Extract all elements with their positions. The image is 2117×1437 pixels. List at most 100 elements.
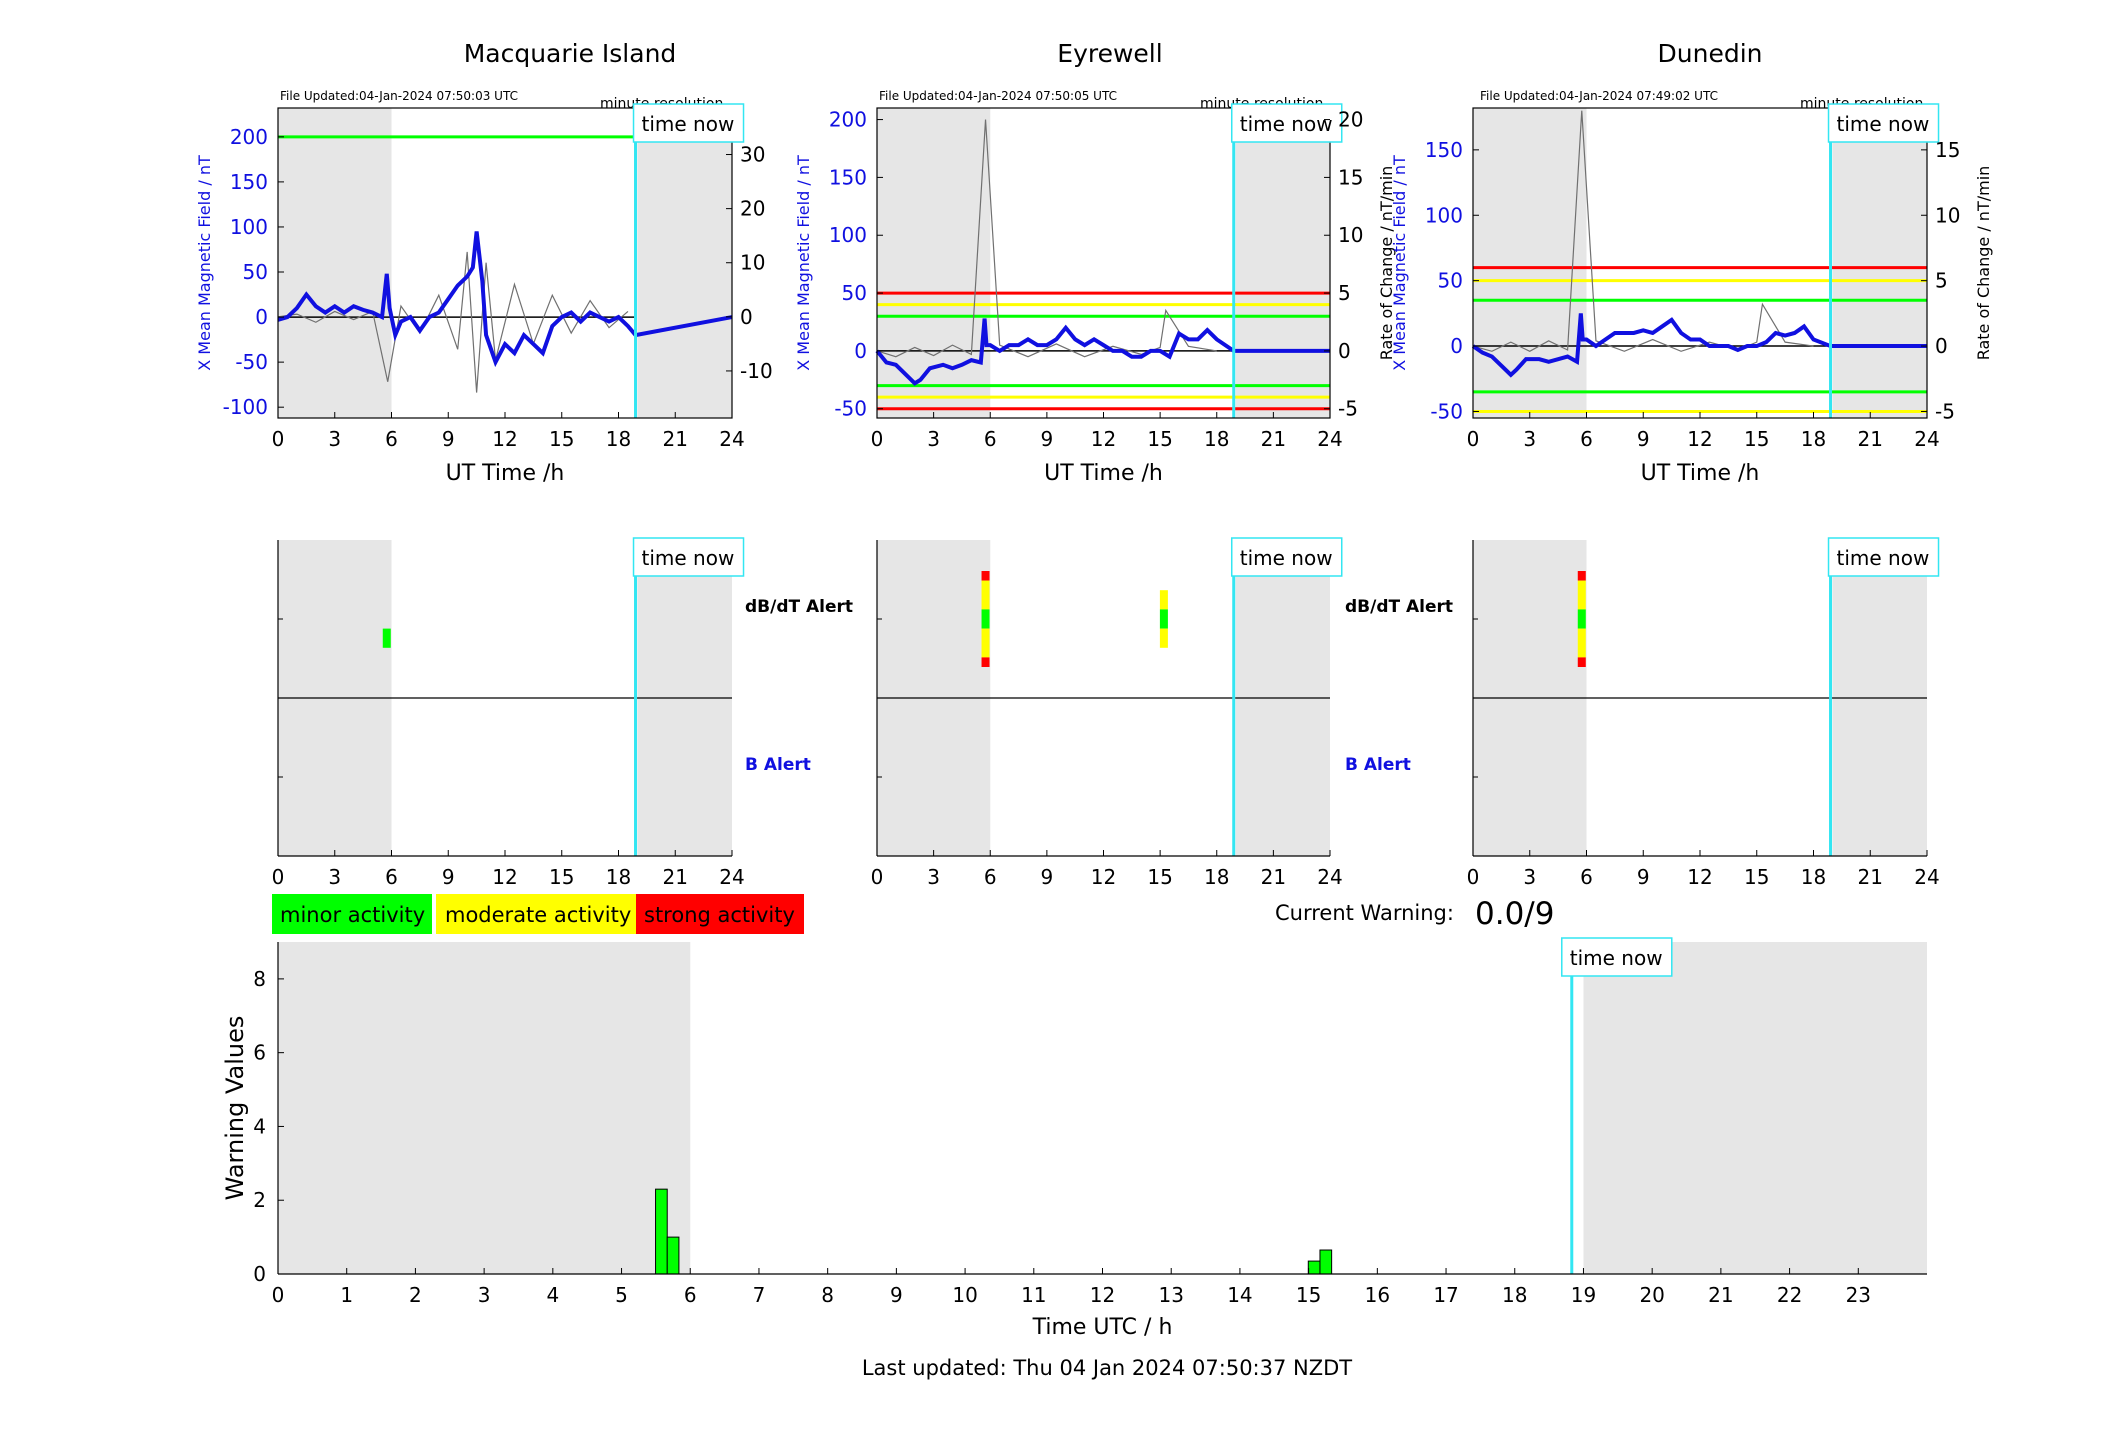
x-tick-label: 16 (1365, 1283, 1390, 1307)
rate-of-change-line (1472, 110, 1814, 352)
y-tick-label-right: 15 (1338, 165, 1363, 189)
rate-of-change-line (277, 251, 629, 393)
y-tick-label-left: 200 (230, 125, 268, 149)
x-axis-label: Time UTC / h (1032, 1315, 1173, 1340)
x-tick-label: 21 (1858, 427, 1883, 451)
time-now-label: time now (1240, 546, 1333, 570)
last-updated-footer: Last updated: Thu 04 Jan 2024 07:50:37 N… (862, 1356, 1352, 1380)
x-tick-label: 6 (1580, 865, 1593, 889)
alert-plot-2: time now 0 3 6 9 12 15 18 21 24 (1467, 537, 1940, 889)
night-shade (278, 942, 691, 1274)
y-tick-label: 6 (253, 1041, 266, 1065)
legend-strong-label: strong activity (644, 903, 795, 927)
y-tick-label-right: 20 (740, 197, 765, 221)
y-tick-label-left: 0 (255, 305, 268, 329)
x-tick-label: 9 (442, 865, 455, 889)
y-axis-label: Warning Values (221, 1016, 249, 1201)
x-tick-label: 15 (1147, 427, 1172, 451)
time-now-label: time now (1240, 112, 1333, 136)
x-axis-label: UT Time /h (1641, 461, 1760, 486)
x-tick-label: 21 (1261, 427, 1286, 451)
y-tick-label-right: 0 (740, 305, 753, 329)
x-tick-label: 3 (927, 427, 940, 451)
x-tick-label: 15 (1147, 865, 1172, 889)
x-tick-label: 0 (272, 1283, 285, 1307)
station-panel-1: Eyrewell File Updated:04-Jan-2024 07:50:… (879, 39, 1323, 112)
x-tick-label: 3 (328, 427, 341, 451)
x-tick-label: 0 (871, 427, 884, 451)
x-tick-label: 12 (1091, 865, 1116, 889)
time-now-label: time now (642, 112, 735, 136)
x-tick-label: 2 (409, 1283, 422, 1307)
y-tick-label-right: -10 (740, 359, 773, 383)
station-title: Eyrewell (1057, 39, 1162, 68)
dbdt-alert-label: dB/dT Alert (745, 597, 853, 617)
legend-strong-swatch (636, 894, 804, 934)
legend-minor-swatch (272, 894, 432, 934)
x-tick-label: 6 (984, 865, 997, 889)
y-axis-label-left: X Mean Magnetic Field / nT (195, 155, 214, 371)
alert-labels: dB/dT Alert B Alert dB/dT Alert B Alert (745, 597, 1453, 775)
y-tick-label-left: -50 (834, 397, 867, 421)
x-tick-label: 18 (1801, 865, 1826, 889)
x-tick-label: 0 (1467, 865, 1480, 889)
x-tick-label: 12 (1090, 1283, 1115, 1307)
x-tick-label: 0 (272, 865, 285, 889)
x-tick-label: 12 (1687, 427, 1712, 451)
y-tick-label-right: 30 (740, 143, 765, 167)
dbdt-alert-segment (382, 628, 391, 648)
y-tick-label: 2 (253, 1188, 266, 1212)
station-panel-0: Macquarie Island File Updated:04-Jan-202… (280, 39, 723, 112)
x-tick-label: 24 (1317, 427, 1342, 451)
x-tick-label: 21 (1261, 865, 1286, 889)
x-tick-label: 18 (1801, 427, 1826, 451)
x-tick-label: 18 (1502, 1283, 1527, 1307)
field-line (277, 231, 733, 368)
dbdt-alert-label: dB/dT Alert (1345, 597, 1453, 617)
x-tick-label: 12 (492, 427, 517, 451)
x-tick-label: 15 (549, 865, 574, 889)
x-tick-label: 9 (890, 1283, 903, 1307)
night-shade (637, 108, 732, 418)
field-line (1471, 313, 1927, 378)
x-tick-label: 15 (1296, 1283, 1321, 1307)
current-warning: Current Warning: 0.0/9 (1275, 896, 1554, 932)
y-tick-label-right: 15 (1935, 138, 1960, 162)
x-tick-label: 21 (1858, 865, 1883, 889)
night-shade (877, 108, 991, 418)
night-shade (1832, 108, 1927, 418)
y-tick-label-right: 0 (1935, 334, 1948, 358)
legend-minor-label: minor activity (280, 903, 425, 927)
y-tick-label-left: 200 (829, 108, 867, 132)
y-tick-label-left: -50 (1430, 399, 1463, 423)
x-tick-label: 15 (1744, 427, 1769, 451)
x-tick-label: 24 (1317, 865, 1342, 889)
y-tick-label-left: 100 (1425, 203, 1463, 227)
file-updated-label: File Updated:04-Jan-2024 07:50:05 UTC (879, 89, 1117, 103)
dbdt-alert-segment (981, 571, 990, 581)
x-tick-label: 3 (1523, 865, 1536, 889)
x-tick-label: 21 (663, 427, 688, 451)
y-axis-label-right: Rate of Change / nT/min (1377, 166, 1396, 361)
y-tick-label-right: -5 (1935, 399, 1955, 423)
x-tick-label: 24 (719, 865, 744, 889)
x-tick-label: 5 (615, 1283, 628, 1307)
time-now-box (1561, 937, 1673, 977)
night-shade (1473, 108, 1587, 418)
x-tick-label: 13 (1158, 1283, 1183, 1307)
dbdt-alert-segment (1159, 609, 1168, 629)
dbdt-alert-segment (1159, 590, 1168, 610)
current-warning-value: 0.0/9 (1475, 896, 1554, 932)
x-tick-label: 9 (1637, 427, 1650, 451)
x-tick-label: 8 (821, 1283, 834, 1307)
y-tick-label-left: 150 (829, 165, 867, 189)
x-tick-label: 0 (272, 427, 285, 451)
dbdt-alert-segment (981, 657, 990, 667)
rate-of-change-line (876, 119, 1217, 358)
y-tick-label-left: 150 (1425, 138, 1463, 162)
x-tick-label: 14 (1227, 1283, 1252, 1307)
x-tick-label: 21 (663, 865, 688, 889)
